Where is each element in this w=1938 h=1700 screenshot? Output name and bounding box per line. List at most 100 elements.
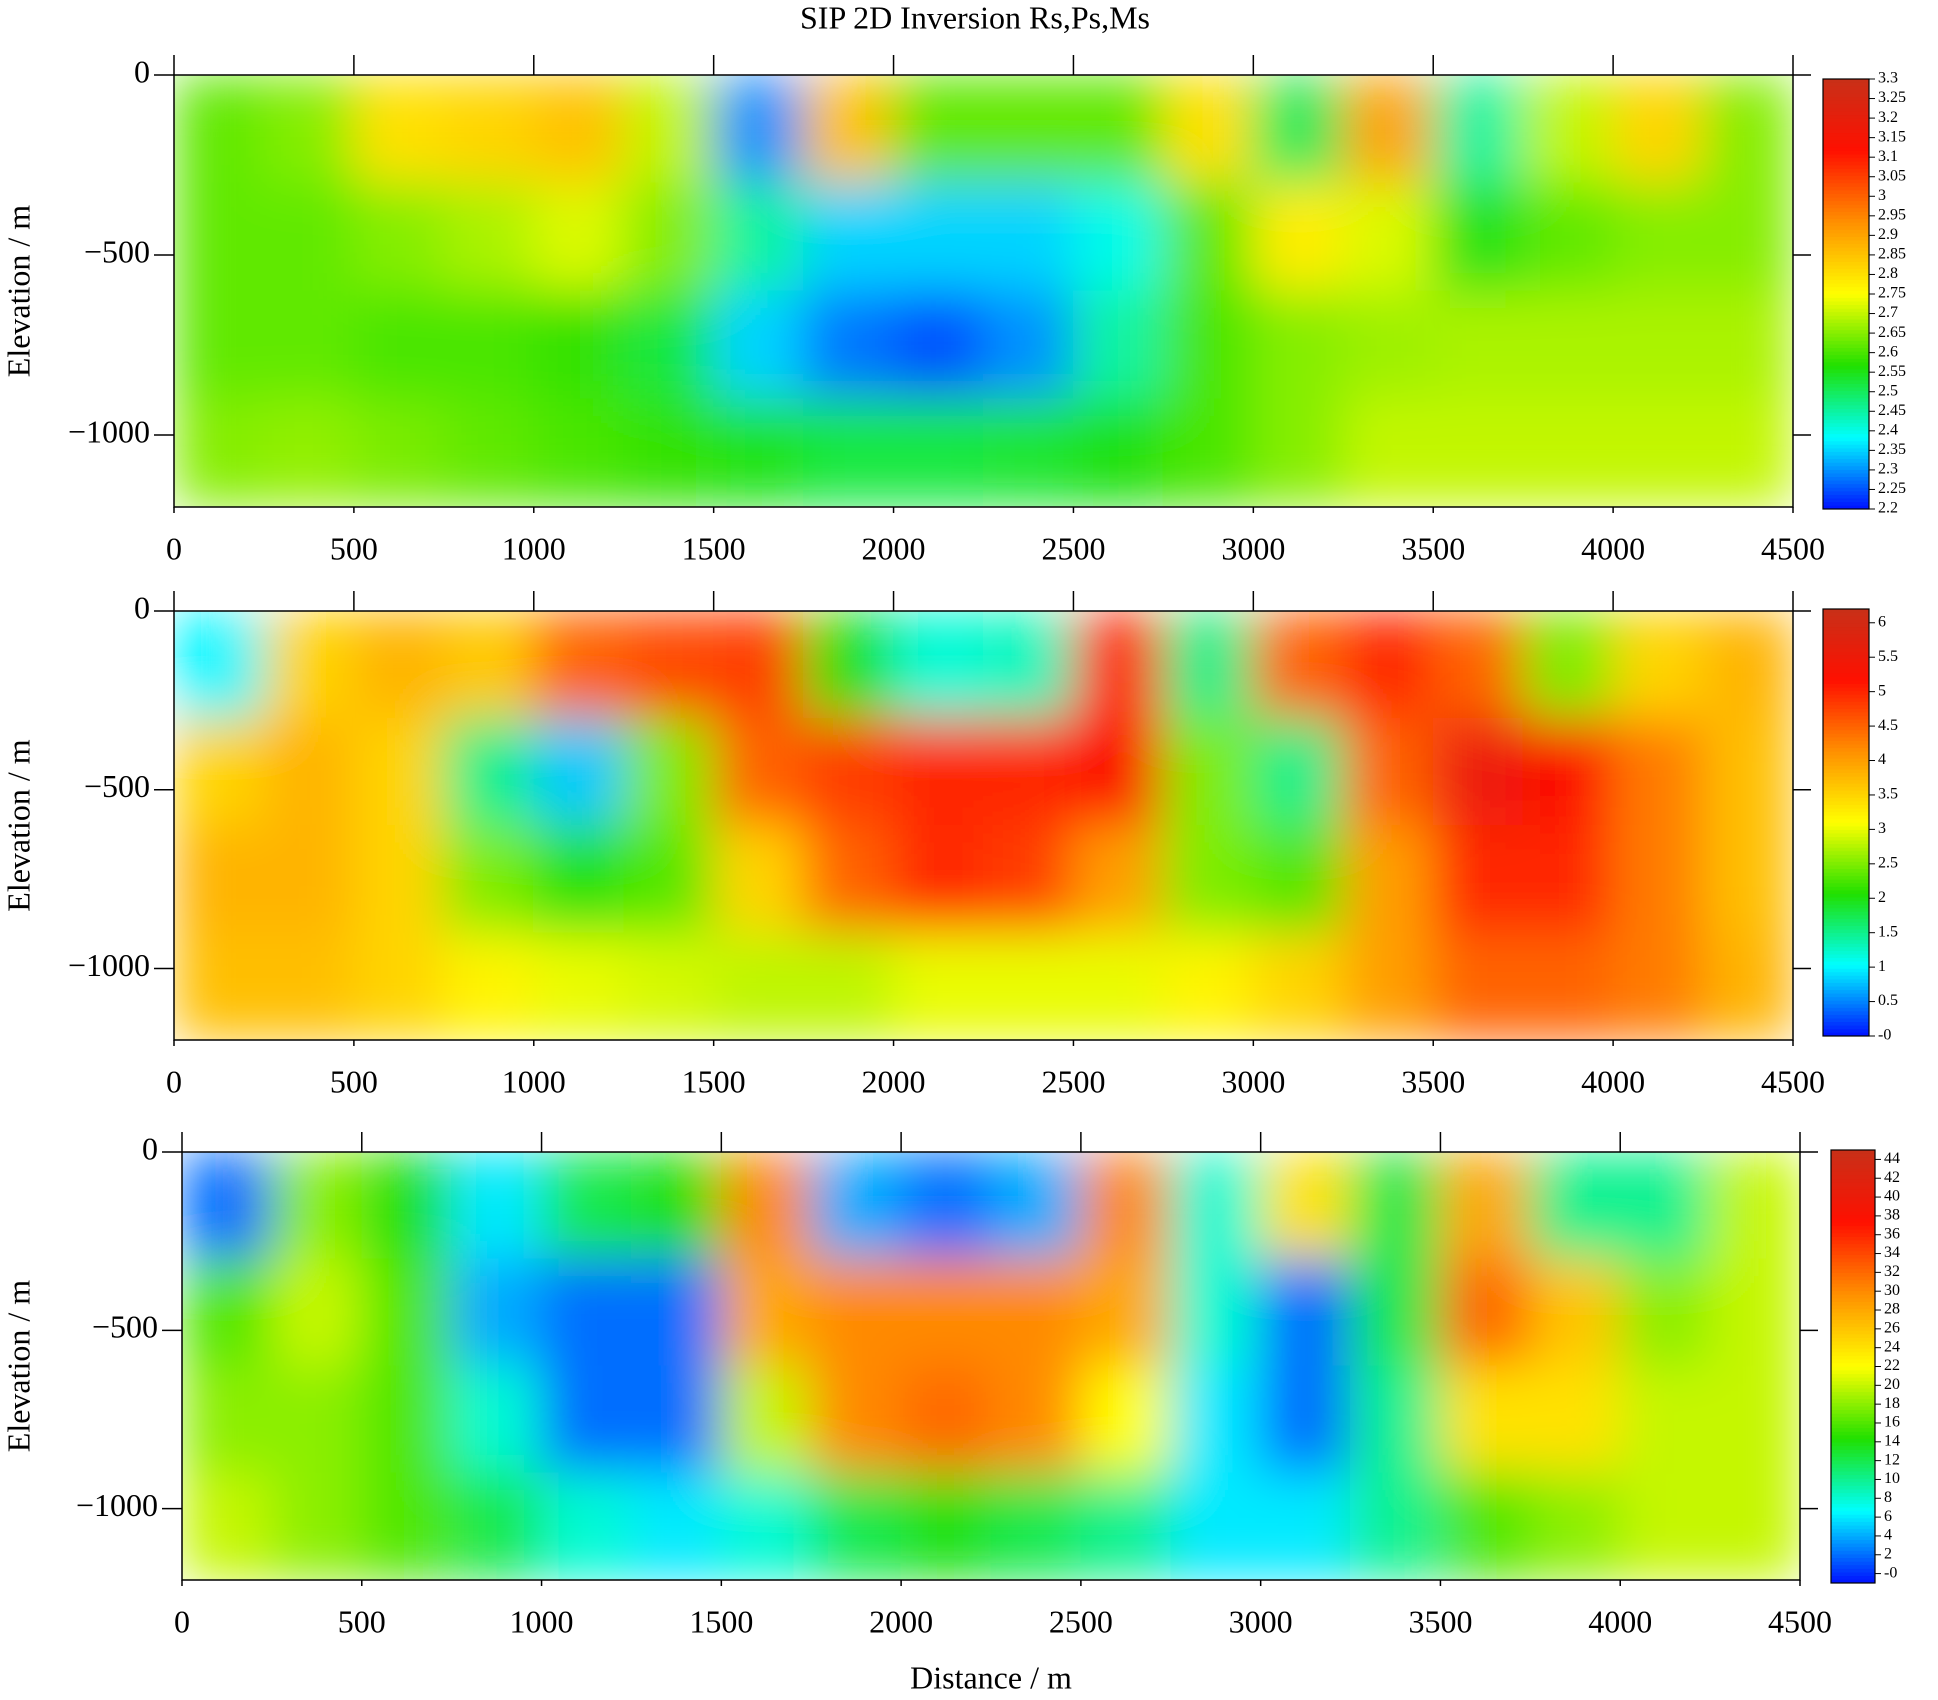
colorbar-swatch [1823, 100, 1869, 105]
heatmap-cell [1619, 1472, 1711, 1580]
heatmap-cell [271, 1152, 363, 1260]
colorbar-swatch [1823, 953, 1869, 959]
colorbar-tick-label: 3.05 [1878, 167, 1906, 184]
heatmap-cell [1702, 611, 1793, 719]
colorbar-swatch [1823, 818, 1869, 823]
heatmap-cell [630, 1152, 722, 1260]
colorbar-swatch [1823, 297, 1869, 302]
x-tick-label: 500 [330, 530, 378, 566]
colorbar-swatch [1831, 1286, 1875, 1292]
heatmap-cell [630, 1472, 722, 1580]
colorbar-swatch [1823, 383, 1869, 388]
colorbar-tick-label: 2.75 [1878, 285, 1906, 302]
colorbar-swatch [1823, 207, 1869, 212]
heatmap-cell [443, 75, 535, 184]
heatmap-cell [1439, 1365, 1531, 1474]
colorbar-swatch [1823, 733, 1869, 738]
heatmap-cell [1260, 1152, 1352, 1260]
heatmap-cell [1702, 182, 1793, 292]
colorbar-swatch [1831, 1265, 1875, 1270]
colorbar-swatch [1831, 1532, 1875, 1537]
x-tick-label: 500 [338, 1603, 386, 1639]
colorbar-tick-label: 4 [1878, 751, 1886, 768]
colorbar-swatch [1823, 340, 1869, 345]
colorbar-swatch [1831, 1398, 1875, 1403]
heatmap-cell [182, 1365, 273, 1474]
colorbar-swatch [1823, 797, 1869, 802]
heatmap-cell [1612, 932, 1704, 1040]
colorbar-swatch [1831, 1261, 1875, 1266]
heatmap-cell [1522, 611, 1614, 719]
heatmap-cell [623, 290, 715, 400]
heatmap-cell [443, 290, 535, 400]
colorbar-swatch [1823, 815, 1869, 820]
colorbar-swatch [1823, 964, 1869, 969]
colorbar-swatch [1831, 1254, 1875, 1259]
colorbar-swatch [1831, 1333, 1875, 1338]
colorbar-swatch [1831, 1524, 1875, 1530]
colorbar-swatch [1823, 196, 1869, 202]
colorbar-swatch [1831, 1434, 1875, 1439]
heatmap-cell [1702, 398, 1793, 507]
colorbar-swatch [1823, 89, 1869, 94]
colorbar-swatch [1823, 236, 1869, 241]
heatmap-cell [1252, 932, 1344, 1040]
colorbar-swatch [1823, 386, 1869, 392]
heatmap-cell [1529, 1472, 1621, 1580]
heatmap-cell [174, 75, 265, 184]
colorbar-swatch [1823, 662, 1869, 667]
heatmap-cell [1072, 825, 1164, 934]
colorbar-tick-label: 2.85 [1878, 246, 1906, 263]
y-tick-label: −1000 [68, 413, 150, 449]
x-tick-label: 1500 [682, 530, 746, 566]
heatmap-cell [174, 398, 265, 507]
heatmap-cell [1162, 75, 1254, 184]
heatmap-cell [1162, 932, 1254, 1040]
colorbar-swatch [1831, 1470, 1875, 1476]
heatmap [174, 75, 1793, 507]
heatmap-cell [353, 398, 445, 507]
colorbar-swatch [1831, 1225, 1875, 1230]
colorbar-swatch [1823, 918, 1869, 923]
colorbar-swatch [1823, 300, 1869, 306]
colorbar-tick-label: 2.6 [1878, 343, 1898, 360]
colorbar-tick-label: 0.5 [1878, 992, 1898, 1009]
colorbar-swatch [1831, 1488, 1875, 1494]
colorbar-swatch [1823, 644, 1869, 649]
colorbar-swatch [1823, 669, 1869, 674]
y-tick-label: −500 [92, 1309, 158, 1345]
colorbar-swatch [1823, 904, 1869, 909]
heatmap-cell [713, 932, 805, 1040]
heatmap-cell [353, 75, 445, 184]
heatmap-cell [900, 1365, 992, 1474]
colorbar-swatch [1823, 968, 1869, 973]
heatmap-cell [174, 182, 265, 292]
colorbar-swatch [1831, 1275, 1875, 1281]
y-tick-label: −500 [84, 233, 150, 269]
colorbar-swatch [1823, 82, 1869, 87]
colorbar-tick-label: 32 [1884, 1263, 1900, 1280]
colorbar-swatch [1831, 1200, 1875, 1205]
colorbar-swatch [1823, 690, 1869, 695]
heatmap-cell [174, 825, 265, 934]
colorbar-tick-label: 16 [1884, 1414, 1900, 1431]
colorbar-swatch [1823, 839, 1869, 845]
colorbar-swatch [1831, 1355, 1875, 1360]
colorbar-swatch [1831, 1423, 1875, 1429]
heatmap-cell [1522, 290, 1614, 400]
heatmap-cell [541, 1152, 632, 1260]
x-tick-label: 3500 [1401, 1063, 1465, 1099]
colorbar-swatch [1823, 200, 1869, 205]
colorbar-swatch [1831, 1229, 1875, 1234]
colorbar-swatch [1823, 672, 1869, 677]
colorbar-swatch [1823, 114, 1869, 119]
heatmap-cell [174, 932, 265, 1040]
colorbar-swatch [1823, 811, 1869, 816]
colorbar-swatch [1831, 1178, 1875, 1183]
heatmap-cell [533, 398, 625, 507]
colorbar-swatch [1823, 989, 1869, 994]
colorbar-swatch [1823, 772, 1869, 777]
colorbar-swatch [1823, 469, 1869, 474]
heatmap-cell [1612, 75, 1704, 184]
colorbar-swatch [1823, 900, 1869, 905]
